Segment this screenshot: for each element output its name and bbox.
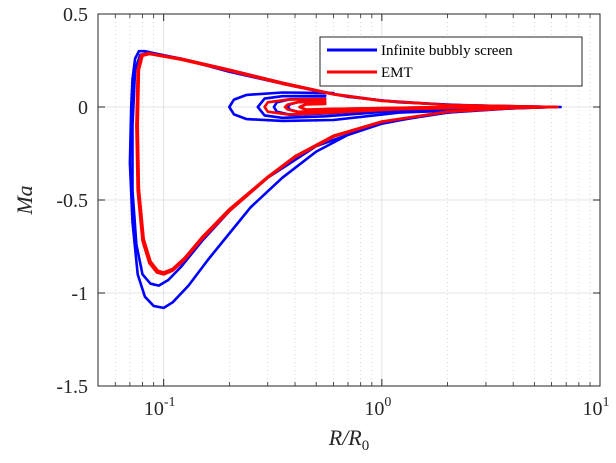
legend-label-emt: EMT (381, 65, 413, 81)
x-axis-label: R/R0 (328, 425, 370, 454)
series-line-0-trajectory-3 (256, 94, 536, 120)
y-tick-label: 0 (78, 97, 88, 119)
series-line-0-trajectory-2 (228, 91, 553, 123)
x-tick-label: 100 (364, 395, 391, 420)
y-tick-label: -1.5 (56, 376, 88, 398)
y-tick-label: -0.5 (56, 190, 88, 212)
series-1 (135, 51, 559, 276)
legend: Infinite bubbly screen EMT (319, 36, 583, 87)
series-line-1-trajectory-4 (298, 102, 449, 111)
legend-label-infinite-bubbly-screen: Infinite bubbly screen (381, 43, 513, 59)
y-tick-label: -1 (71, 283, 88, 305)
legend-box (319, 36, 583, 87)
y-tick-labels: 0.5 0 -0.5 -1 -1.5 (56, 4, 88, 398)
tick-marks (98, 13, 601, 387)
series-line-1-trajectory-1 (136, 52, 558, 274)
y-axis-label: Ma (12, 185, 37, 215)
x-tick-label: 10-1 (144, 395, 176, 420)
x-tick-labels: 10-1 100 101 (144, 395, 610, 420)
y-tick-label: 0.5 (63, 4, 88, 26)
series-layer (128, 49, 562, 310)
x-tick-label: 101 (583, 395, 610, 420)
series-line-1-trajectory-3 (283, 100, 488, 114)
